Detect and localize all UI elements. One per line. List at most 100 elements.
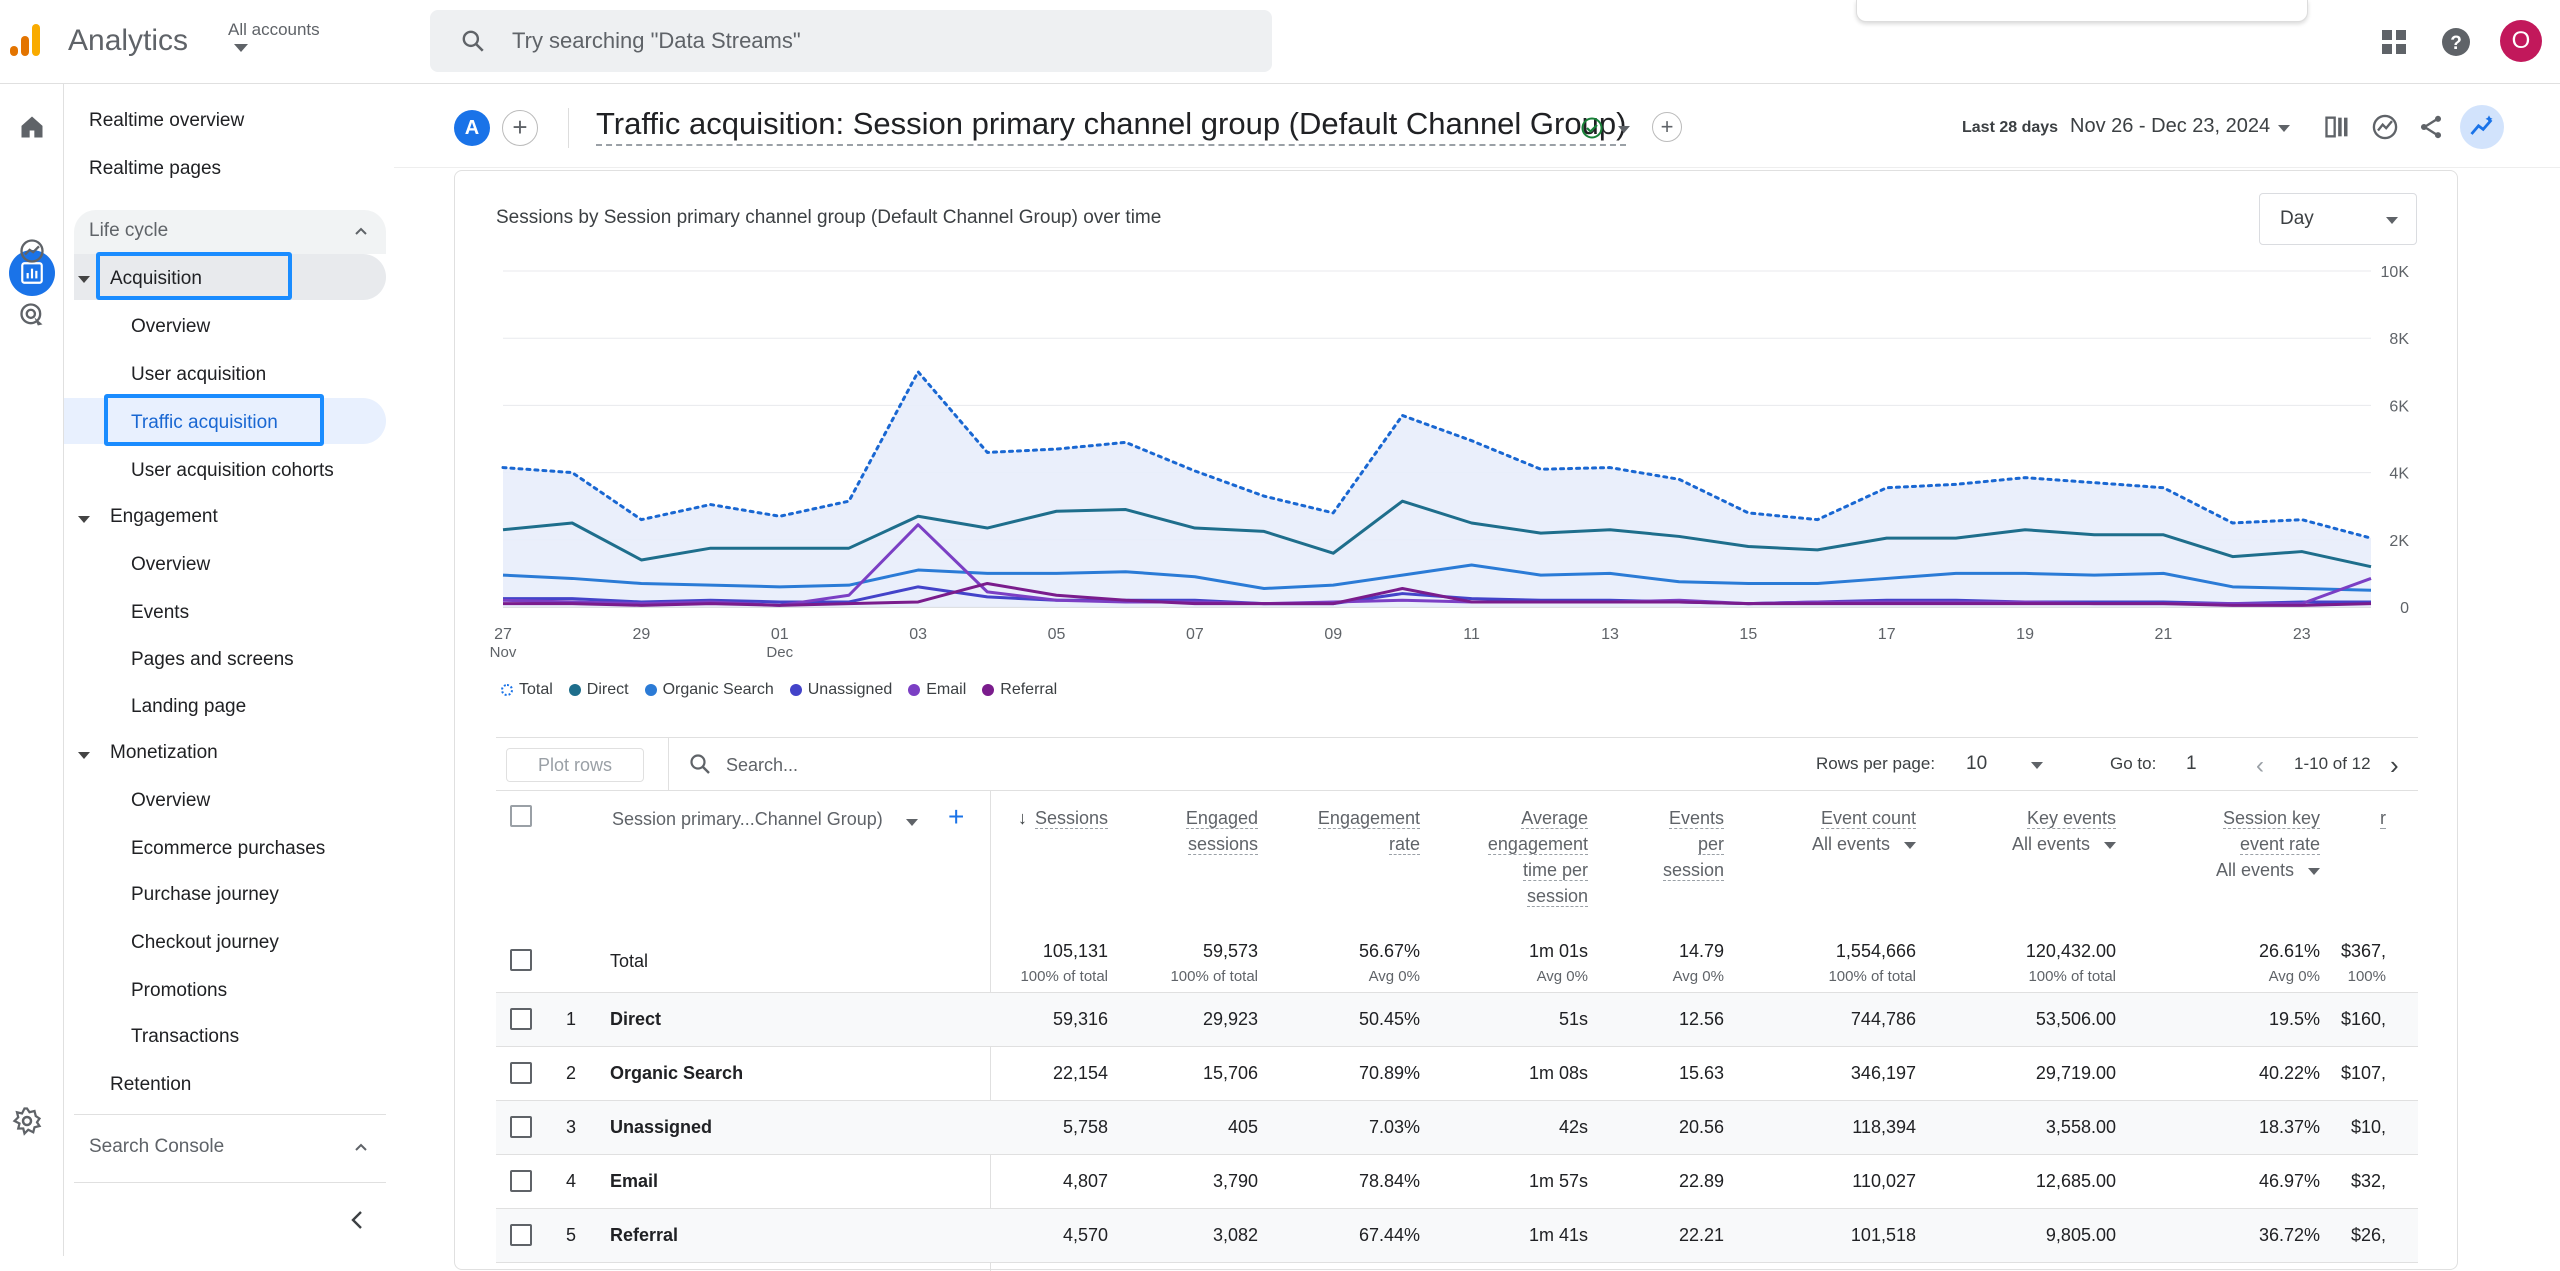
sidebar-item-user-acquisition-cohorts[interactable]: User acquisition cohorts <box>131 460 334 481</box>
date-preset-label[interactable]: Last 28 days <box>1962 119 2059 136</box>
caret-down-icon[interactable] <box>78 276 90 283</box>
sidebar-item-realtime-overview[interactable]: Realtime overview <box>89 110 245 131</box>
sidebar-item-ecommerce-purchases[interactable]: Ecommerce purchases <box>131 838 326 859</box>
account-selector[interactable]: All accounts <box>228 20 320 39</box>
legend-item[interactable]: Referral <box>982 681 1057 699</box>
search-console-header[interactable]: Search Console <box>89 1136 225 1157</box>
event-filter-select[interactable]: All events <box>2011 834 2090 854</box>
row-name[interactable]: Email <box>610 1171 659 1191</box>
dimension-header[interactable]: Session primary...Channel Group) <box>612 809 883 829</box>
explore-icon[interactable] <box>9 228 55 274</box>
column-header[interactable]: Average engagement time per session <box>1487 805 1588 909</box>
row-checkbox[interactable] <box>510 949 532 971</box>
sidebar-item-checkout-journey[interactable]: Checkout journey <box>131 932 279 953</box>
row-checkbox[interactable] <box>510 1224 532 1246</box>
column-header[interactable]: Events per session <box>1662 805 1724 883</box>
page-title[interactable]: Traffic acquisition: Session primary cha… <box>596 106 1627 146</box>
chevron-left-icon[interactable] <box>346 1208 370 1232</box>
series-line-organic-search[interactable] <box>502 563 2372 592</box>
sidebar-item-acquisition[interactable]: Acquisition <box>110 268 202 289</box>
row-checkbox[interactable] <box>510 1116 532 1138</box>
customize-report-icon[interactable] <box>2318 108 2356 146</box>
chevron-down-icon[interactable] <box>2308 867 2320 875</box>
table-row[interactable]: 3 Unassigned 5,758 405 7.03% 42s 20.56 118,394 3… <box>496 1101 2418 1155</box>
admin-gear-icon[interactable] <box>12 1106 42 1136</box>
column-header[interactable]: r <box>2380 805 2386 831</box>
share-icon[interactable] <box>2412 108 2450 146</box>
row-checkbox[interactable] <box>510 1062 532 1084</box>
column-header[interactable]: Key events All events <box>2012 805 2116 857</box>
analytics-logo-icon[interactable] <box>8 22 44 58</box>
event-filter-select[interactable]: All events <box>2215 860 2294 880</box>
row-name[interactable]: Organic Search <box>610 1063 744 1083</box>
column-header[interactable]: Event count All events <box>1812 805 1916 857</box>
sidebar-item-pages-screens[interactable]: Pages and screens <box>131 649 294 670</box>
column-header[interactable]: Engagement rate <box>1317 805 1420 857</box>
chevron-down-icon[interactable] <box>234 44 248 52</box>
legend-item[interactable]: Unassigned <box>789 681 892 699</box>
sort-arrow-down-icon[interactable]: ↓ <box>1017 808 1027 828</box>
check-circle-icon[interactable] <box>1580 116 1604 140</box>
avatar[interactable]: O <box>2500 20 2542 62</box>
date-range[interactable]: Nov 26 - Dec 23, 2024 <box>2070 115 2271 137</box>
sidebar-item-landing-page[interactable]: Landing page <box>131 696 247 717</box>
sidebar-item-promotions[interactable]: Promotions <box>131 980 228 1001</box>
plot-rows-button[interactable]: Plot rows <box>506 748 644 782</box>
sidebar-item-transactions[interactable]: Transactions <box>131 1026 240 1047</box>
granularity-select[interactable]: Day <box>2259 193 2417 245</box>
sidebar-item-mon-overview[interactable]: Overview <box>131 790 211 811</box>
row-checkbox[interactable] <box>510 1008 532 1030</box>
advertising-icon[interactable] <box>9 292 55 338</box>
rows-per-page-select[interactable]: 10 <box>1966 753 1988 774</box>
select-all-checkbox[interactable] <box>510 805 532 827</box>
sidebar-item-purchase-journey[interactable]: Purchase journey <box>131 884 279 905</box>
chevron-down-icon[interactable] <box>2278 125 2290 132</box>
row-checkbox[interactable] <box>510 1170 532 1192</box>
chevron-down-icon[interactable] <box>2104 841 2116 849</box>
chevron-down-icon[interactable] <box>1618 126 1630 133</box>
table-row[interactable]: 2 Organic Search 22,154 15,706 70.89% 1m 08s 1… <box>496 1047 2418 1101</box>
add-filter-button[interactable]: + <box>1652 112 1682 142</box>
table-search-input[interactable] <box>726 750 1126 780</box>
compare-chart-icon[interactable] <box>2366 108 2404 146</box>
caret-down-icon[interactable] <box>78 516 90 523</box>
sidebar-item-eng-overview[interactable]: Overview <box>131 554 211 575</box>
series-line-total[interactable] <box>501 370 2373 540</box>
chevron-up-icon[interactable] <box>354 1140 368 1154</box>
insights-icon[interactable] <box>2460 105 2504 149</box>
chevron-up-icon[interactable] <box>354 224 368 238</box>
sidebar-item-engagement[interactable]: Engagement <box>110 506 218 527</box>
legend-item[interactable]: Total <box>501 681 553 699</box>
chevron-down-icon[interactable] <box>906 819 918 826</box>
chevron-right-icon[interactable]: › <box>2390 750 2399 780</box>
series-line-direct[interactable] <box>502 499 2372 569</box>
legend-item[interactable]: Email <box>908 681 966 699</box>
table-row[interactable]: 5 Referral 4,570 3,082 67.44% 1m 41s 22.21 101,… <box>496 1209 2418 1263</box>
sidebar-item-retention[interactable]: Retention <box>110 1074 192 1095</box>
caret-down-icon[interactable] <box>78 752 90 759</box>
sidebar-item-user-acquisition[interactable]: User acquisition <box>131 364 267 385</box>
legend-item[interactable]: Direct <box>568 681 629 699</box>
legend-item[interactable]: Organic Search <box>644 681 774 699</box>
row-name[interactable]: Direct <box>610 1009 662 1029</box>
sidebar-item-realtime-pages[interactable]: Realtime pages <box>89 158 222 179</box>
apps-grid-icon[interactable] <box>2374 22 2414 62</box>
search-bar[interactable] <box>430 10 1272 72</box>
series-line-referral[interactable] <box>503 581 2372 607</box>
add-dimension-button[interactable]: + <box>948 801 965 832</box>
row-name[interactable]: Unassigned <box>610 1117 713 1137</box>
sidebar-item-events[interactable]: Events <box>131 602 190 623</box>
chevron-down-icon[interactable] <box>1904 841 1916 849</box>
event-filter-select[interactable]: All events <box>1811 834 1890 854</box>
lifecycle-header[interactable]: Life cycle <box>89 220 169 241</box>
add-comparison-button[interactable]: + <box>502 110 538 146</box>
reports-icon[interactable] <box>9 250 55 296</box>
column-header[interactable]: ↓ Sessions <box>1018 805 1108 831</box>
column-header[interactable]: Engaged sessions <box>1185 805 1258 857</box>
sidebar-item-traffic-acquisition[interactable]: Traffic acquisition <box>131 412 278 433</box>
table-row[interactable]: 4 Email 4,807 3,790 78.84% 1m 57s 22.89 110,027… <box>496 1155 2418 1209</box>
row-name[interactable]: Referral <box>610 1225 679 1245</box>
sidebar-item-acq-overview[interactable]: Overview <box>131 316 211 337</box>
table-row[interactable]: 1 Direct 59,316 29,923 50.45% 51s 12.56 744,786… <box>496 993 2418 1047</box>
